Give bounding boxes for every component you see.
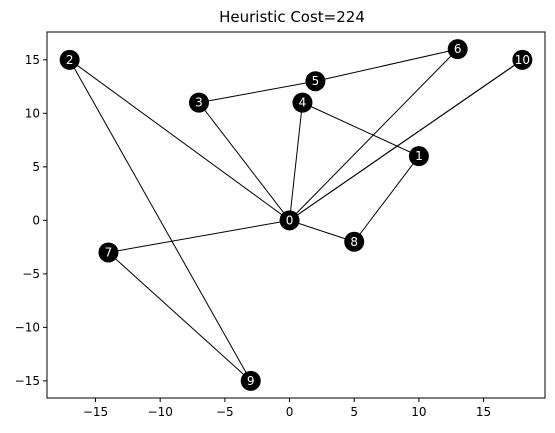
node-2: 2 [59,49,80,70]
y-tick-label: 10 [25,106,40,120]
plot-frame [46,31,546,399]
x-axis: −15 −10 −5 0 5 10 15 [83,398,491,419]
edge-0-10 [289,59,523,221]
y-axis: −15 −10 −5 0 5 10 15 [15,53,47,388]
edge-2-9 [69,59,252,382]
node-circle [447,39,468,60]
y-tick-label: 5 [32,160,40,174]
node-5: 5 [305,71,326,92]
x-tick-label: 0 [286,405,294,419]
edge-0-6 [289,48,459,221]
x-tick-label: 15 [476,405,491,419]
edges-layer [69,48,523,382]
node-circle [279,210,300,231]
y-tick-label: −5 [22,267,40,281]
y-tick-label: −15 [15,374,40,388]
edge-0-4 [289,102,303,221]
node-label: 4 [299,96,307,110]
node-circle [98,242,119,263]
node-label: 2 [66,53,74,67]
node-label: 7 [105,245,113,259]
edge-5-6 [315,48,458,82]
edge-1-4 [302,102,420,157]
node-4: 4 [292,92,313,113]
edge-0-8 [289,219,355,243]
y-tick-label: 15 [25,53,40,67]
node-circle [344,231,365,252]
node-10: 10 [512,49,533,70]
node-label: 9 [247,374,255,388]
node-label: 3 [195,96,203,110]
node-8: 8 [344,231,365,252]
node-label: 8 [350,235,358,249]
chart-title: Heuristic Cost=224 [219,8,365,26]
nodes-layer: 0 1 2 3 45 6 7 8 9 10 [59,39,533,391]
x-tick-label: 5 [350,405,358,419]
node-3: 3 [188,92,209,113]
x-tick-label: −15 [83,405,108,419]
node-6: 6 [447,39,468,60]
node-circle [305,71,326,92]
edge-7-9 [108,252,252,382]
node-label: 6 [454,42,462,56]
edge-0-7 [108,219,290,253]
node-9: 9 [240,370,261,391]
node-label: 1 [415,149,423,163]
node-label: 5 [312,74,320,88]
x-tick-label: −5 [216,405,234,419]
y-tick-label: −10 [15,320,40,334]
node-7: 7 [98,242,119,263]
edge-0-2 [69,59,290,221]
node-circle [59,49,80,70]
edge-8-1 [353,155,420,243]
edge-3-5 [198,80,316,104]
node-1: 1 [408,146,429,167]
y-tick-label: 0 [32,213,40,227]
x-tick-label: 10 [411,405,426,419]
node-circle [292,92,313,113]
node-label: 0 [286,213,294,227]
node-label: 10 [515,53,530,67]
edge-0-3 [198,102,290,221]
node-circle [188,92,209,113]
node-circle [240,370,261,391]
node-0: 0 [279,210,300,231]
node-circle [408,146,429,167]
x-tick-label: −10 [148,405,173,419]
node-circle [512,49,533,70]
